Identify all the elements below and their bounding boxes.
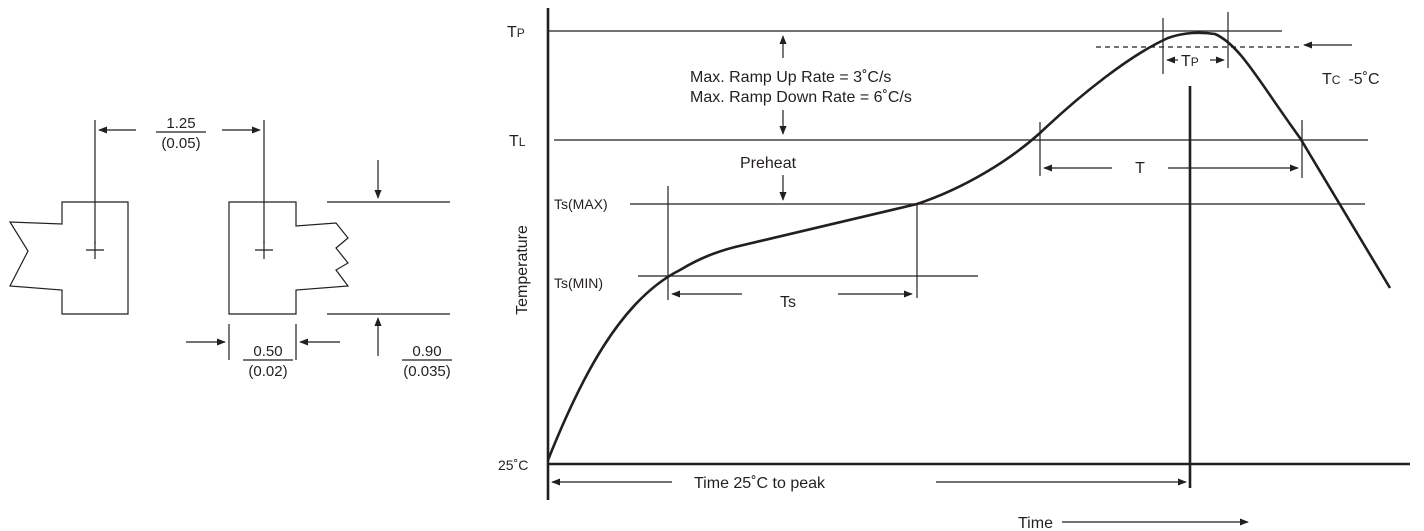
tp-span-label: TP bbox=[1181, 53, 1199, 70]
pitch-inch: (0.05) bbox=[161, 135, 200, 152]
tsmin-label: Ts(MIN) bbox=[554, 275, 603, 291]
preheat-label: Preheat bbox=[740, 155, 797, 172]
left-pad-outline bbox=[8, 201, 129, 315]
tsmax-label: Ts(MAX) bbox=[554, 196, 608, 212]
ramp-down-text: Max. Ramp Down Rate = 6˚C/s bbox=[690, 89, 912, 106]
reflow-curve bbox=[546, 31, 1392, 461]
ramp-up-text: Max. Ramp Up Rate = 3˚C/s bbox=[690, 69, 891, 86]
pad-height-mm: 0.90 bbox=[412, 343, 441, 360]
pad-width-mm: 0.50 bbox=[253, 343, 282, 360]
tl-label: TL bbox=[509, 133, 526, 150]
t-span-label: T bbox=[1135, 160, 1145, 177]
reflow-profile: Temperature TP TL Ts(MAX) Ts(MIN) 25˚C T… bbox=[498, 8, 1410, 531]
pitch-mm: 1.25 bbox=[166, 115, 195, 132]
right-pad-outline bbox=[228, 201, 350, 315]
footprint-diagram: 1.25 (0.05) 0.50 (0.02) 0.90 (0.035) bbox=[8, 115, 452, 380]
pad-height-inch: (0.035) bbox=[403, 363, 451, 380]
tc-label: TC -5˚C bbox=[1322, 71, 1380, 88]
ts-span-label: Ts bbox=[780, 294, 796, 311]
tp-label: TP bbox=[507, 24, 525, 41]
time-to-peak-label: Time 25˚C to peak bbox=[694, 475, 826, 492]
x-axis-label: Time bbox=[1018, 515, 1053, 531]
pad-width-inch: (0.02) bbox=[248, 363, 287, 380]
ambient-label: 25˚C bbox=[498, 457, 528, 473]
y-axis-label: Temperature bbox=[514, 225, 531, 315]
